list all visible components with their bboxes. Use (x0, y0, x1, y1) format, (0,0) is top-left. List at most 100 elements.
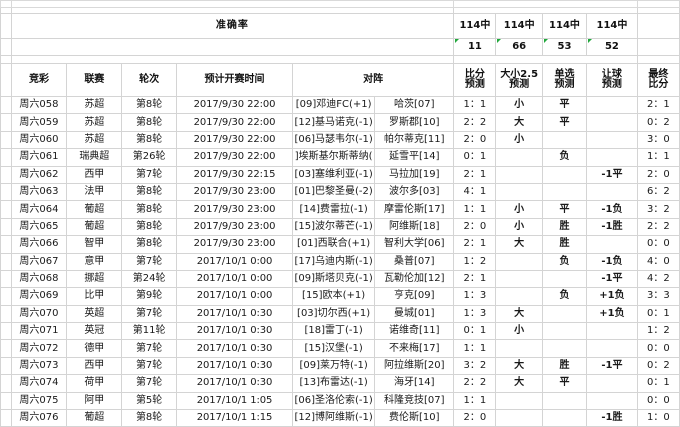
cell-single-pred[interactable]: 胜 (541, 130, 588, 150)
cell-handicap-pred[interactable]: -1负 (586, 339, 638, 358)
cell-away-team[interactable]: 亨克[09] (374, 287, 455, 306)
cell-away-team[interactable]: 科隆竞技[07] (374, 391, 455, 411)
cell-jingcai[interactable]: 周六070 (10, 304, 68, 324)
cell-league[interactable]: 挪超 (66, 269, 123, 289)
cell-score-pred[interactable]: 2：1 (453, 269, 497, 289)
cell-round[interactable]: 第5轮 (121, 391, 178, 411)
cell-time[interactable]: 2017/9/30 22:00 (176, 113, 293, 132)
cell-home-team[interactable]: [06]圣洛伦索(-1) (291, 391, 376, 411)
cell-home-team[interactable]: [14]费雷拉(-1) (291, 200, 376, 219)
cell-score-pred[interactable]: 1：1 (453, 391, 497, 411)
header-handicap-pred[interactable]: 让球 预测 (586, 63, 638, 97)
cell-away-team[interactable]: 曼城[01] (374, 304, 455, 324)
cell-handicap-pred[interactable]: -2胜 (586, 182, 638, 202)
cell-score-pred[interactable]: 1：1 (453, 339, 497, 358)
cell-league[interactable]: 苏超 (66, 113, 123, 132)
cell-final-score[interactable]: 0：0 (636, 339, 680, 358)
cell-away-team[interactable]: 哈茨[07] (374, 95, 455, 115)
header-single-pred[interactable]: 单选 预测 (541, 63, 588, 97)
cell-home-team[interactable]: [15]汉堡(-1) (291, 339, 376, 358)
cell-size-pred[interactable]: 大 (495, 235, 543, 254)
cell-home-team[interactable]: [12]博阿维斯(-1) (291, 409, 376, 427)
cell-time[interactable]: 2017/10/1 0:30 (176, 304, 293, 324)
cell-single-pred[interactable]: 胜 (541, 235, 588, 254)
cell-away-team[interactable]: 摩雷伦斯[17] (374, 200, 455, 219)
cell-final-score[interactable]: 1：0 (636, 409, 680, 427)
cell-score-pred[interactable]: 1：1 (453, 95, 497, 115)
cell-score-pred[interactable]: 1：1 (453, 200, 497, 219)
cell-league[interactable]: 荷甲 (66, 374, 123, 393)
cell-time[interactable]: 2017/9/30 23:00 (176, 235, 293, 254)
cell-round[interactable]: 第8轮 (121, 235, 178, 254)
cell-away-team[interactable]: 延雪平[14] (374, 148, 455, 167)
cell-score-pred[interactable]: 0：1 (453, 148, 497, 167)
cell-round[interactable]: 第8轮 (121, 217, 178, 237)
cell-size-pred[interactable]: 小 (495, 339, 543, 358)
header-league[interactable]: 联赛 (66, 63, 123, 97)
cell-time[interactable]: 2017/10/1 1:15 (176, 409, 293, 427)
cell-final-score[interactable]: 4：2 (636, 269, 680, 289)
cell-time[interactable]: 2017/9/30 22:15 (176, 165, 293, 184)
cell-handicap-pred[interactable]: -1负 (586, 148, 638, 167)
cell-final-score[interactable]: 3：3 (636, 287, 680, 306)
cell-round[interactable]: 第8轮 (121, 409, 178, 427)
cell-size-pred[interactable]: 小 (495, 95, 543, 115)
cell-home-team[interactable]: [17]乌迪内斯(-1) (291, 252, 376, 271)
cell-jingcai[interactable]: 周六076 (10, 409, 68, 427)
cell-jingcai[interactable]: 周六074 (10, 374, 68, 393)
cell-handicap-pred[interactable]: -1平 (586, 356, 638, 376)
cell-single-pred[interactable]: 负 (541, 252, 588, 271)
cell-round[interactable]: 第11轮 (121, 322, 178, 341)
cell-home-team[interactable]: [09]莱万特(-1) (291, 356, 376, 376)
header-size-pred[interactable]: 大小2.5 预测 (495, 63, 543, 97)
header-jingcai[interactable]: 竞彩 (10, 63, 68, 97)
cell-round[interactable]: 第7轮 (121, 356, 178, 376)
cell-final-score[interactable]: 3：0 (636, 130, 680, 150)
cell-handicap-pred[interactable]: -1胜 (586, 130, 638, 150)
cell-size-pred[interactable]: 小 (495, 148, 543, 167)
cell-jingcai[interactable]: 周六067 (10, 252, 68, 271)
cell-size-pred[interactable]: 大 (495, 356, 543, 376)
cell-league[interactable]: 英超 (66, 304, 123, 324)
cell-home-team[interactable]: [18]雷丁(-1) (291, 322, 376, 341)
cell-score-pred[interactable]: 4：1 (453, 182, 497, 202)
cell-score-pred[interactable]: 1：3 (453, 304, 497, 324)
cell-size-pred[interactable]: 大 (495, 113, 543, 132)
header-time[interactable]: 预计开赛时间 (176, 63, 293, 97)
cell-jingcai[interactable]: 周六061 (10, 148, 68, 167)
cell-handicap-pred[interactable]: -1胜 (586, 409, 638, 427)
cell-round[interactable]: 第9轮 (121, 287, 178, 306)
cell-jingcai[interactable]: 周六065 (10, 217, 68, 237)
cell-score-pred[interactable]: 2：1 (453, 165, 497, 184)
cell-jingcai[interactable]: 周六073 (10, 356, 68, 376)
cell-round[interactable]: 第8轮 (121, 182, 178, 202)
cell-single-pred[interactable]: 平 (541, 374, 588, 393)
cell-time[interactable]: 2017/10/1 0:30 (176, 374, 293, 393)
cell-handicap-pred[interactable]: +1负 (586, 304, 638, 324)
cell-final-score[interactable]: 0：2 (636, 113, 680, 132)
cell-size-pred[interactable]: 小 (495, 322, 543, 341)
cell-league[interactable]: 德甲 (66, 339, 123, 358)
cell-single-pred[interactable]: 胜 (541, 217, 588, 237)
cell-size-pred[interactable]: 小 (495, 130, 543, 150)
cell-league[interactable]: 葡超 (66, 409, 123, 427)
cell-league[interactable]: 比甲 (66, 287, 123, 306)
cell-single-pred[interactable]: 负 (541, 304, 588, 324)
cell-jingcai[interactable]: 周六072 (10, 339, 68, 358)
cell-single-pred[interactable]: 平 (541, 200, 588, 219)
cell-away-team[interactable]: 诺维奇[11] (374, 322, 455, 341)
cell-round[interactable]: 第8轮 (121, 200, 178, 219)
cell-league[interactable]: 瑞典超 (66, 148, 123, 167)
cell-final-score[interactable]: 6：2 (636, 182, 680, 202)
cell-size-pred[interactable]: 大 (495, 165, 543, 184)
cell-away-team[interactable]: 罗斯郡[10] (374, 113, 455, 132)
cell-round[interactable]: 第26轮 (121, 148, 178, 167)
cell-final-score[interactable]: 0：2 (636, 356, 680, 376)
cell-home-team[interactable]: [13]布雷达(-1) (291, 374, 376, 393)
header-matchup[interactable]: 对阵 (291, 63, 455, 97)
cell-final-score[interactable]: 3：2 (636, 200, 680, 219)
cell-handicap-pred[interactable]: -1负 (586, 391, 638, 411)
cell-size-pred[interactable]: 小 (495, 409, 543, 427)
cell-time[interactable]: 2017/9/30 23:00 (176, 217, 293, 237)
cell-time[interactable]: 2017/10/1 0:00 (176, 287, 293, 306)
